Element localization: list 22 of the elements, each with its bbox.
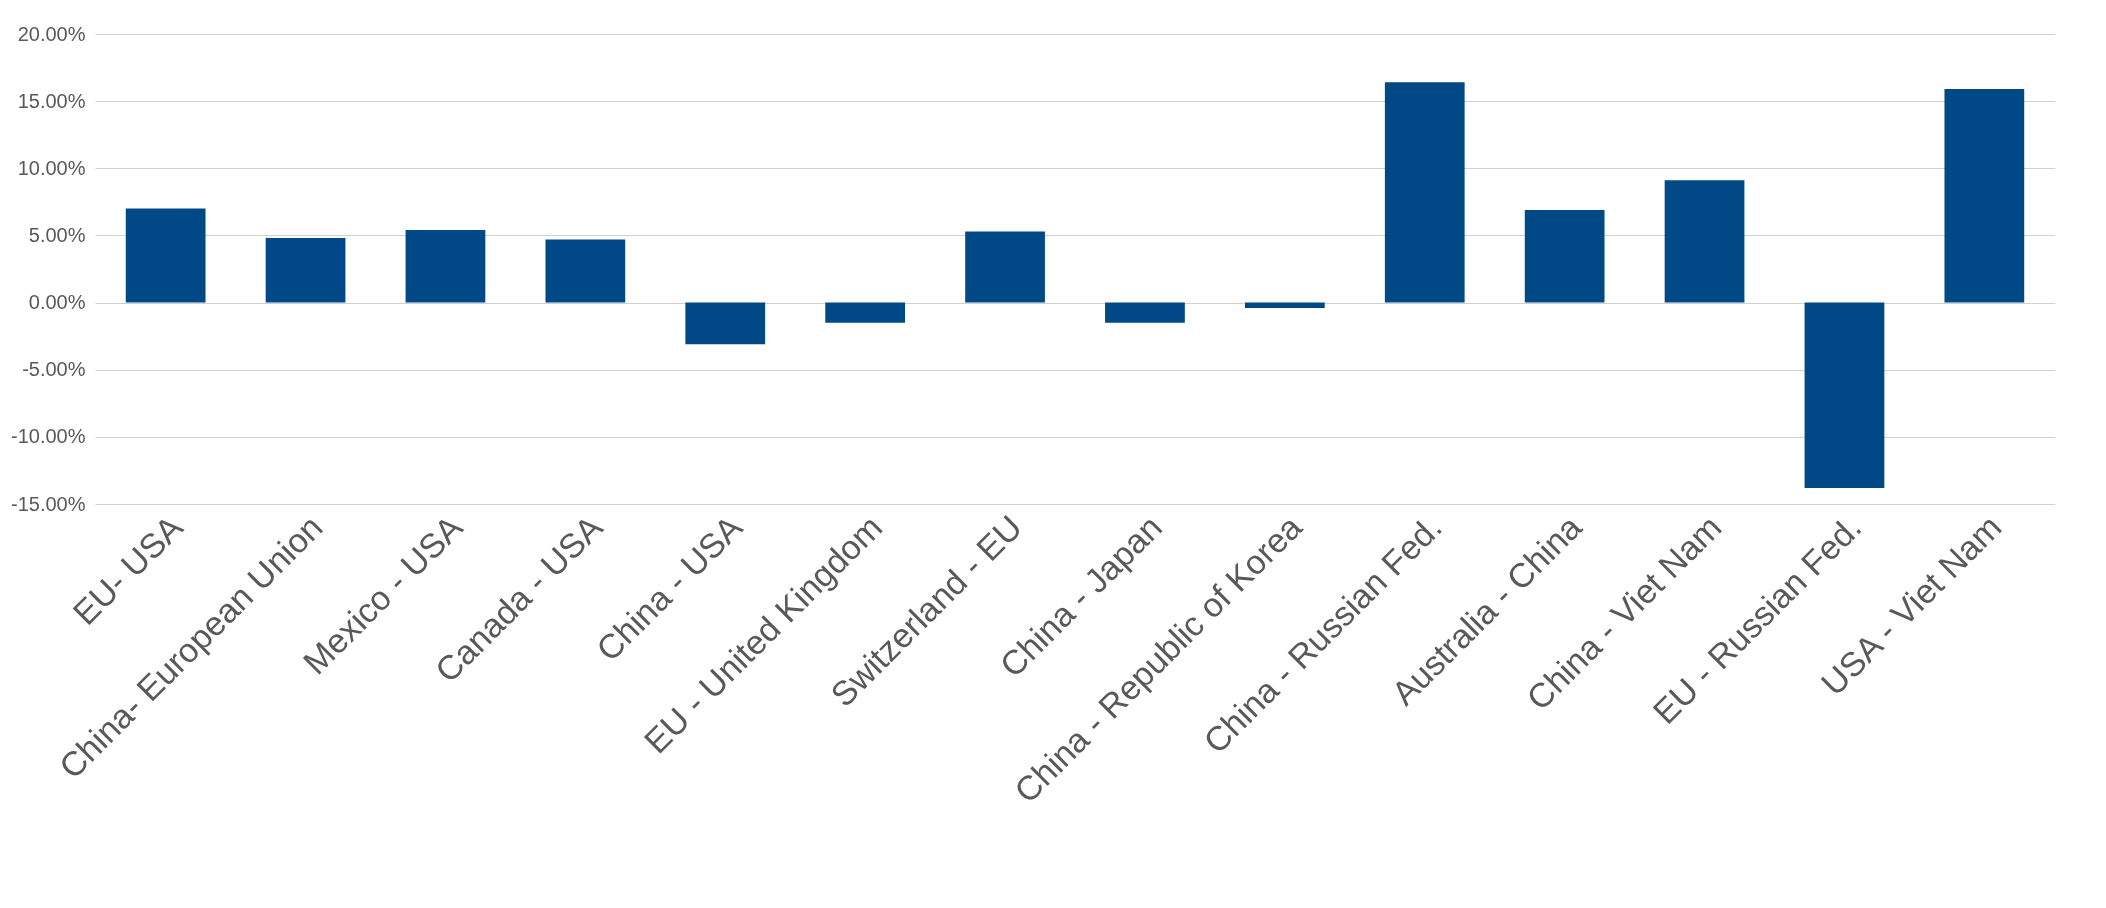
y-tick-label: -10.00% — [11, 425, 86, 448]
bar — [125, 208, 206, 303]
bar — [265, 238, 346, 303]
y-tick-label: 15.00% — [17, 89, 86, 112]
bar — [1944, 89, 2025, 303]
bar — [825, 302, 906, 323]
y-tick-label: -5.00% — [22, 358, 86, 381]
bar — [1804, 302, 1885, 488]
bar — [1524, 209, 1605, 303]
bar — [1384, 82, 1465, 303]
bar — [685, 302, 766, 345]
y-tick-label: -15.00% — [11, 492, 86, 515]
bar — [545, 239, 626, 303]
y-tick-label: 20.00% — [17, 22, 86, 45]
bar — [1664, 180, 1745, 303]
bar — [965, 231, 1045, 303]
bar — [1105, 302, 1185, 323]
bar — [1244, 302, 1325, 308]
y-tick-label: 10.00% — [17, 156, 86, 179]
bar — [405, 230, 486, 303]
y-tick-label: 5.00% — [28, 223, 86, 246]
y-tick-label: 0.00% — [28, 291, 86, 314]
